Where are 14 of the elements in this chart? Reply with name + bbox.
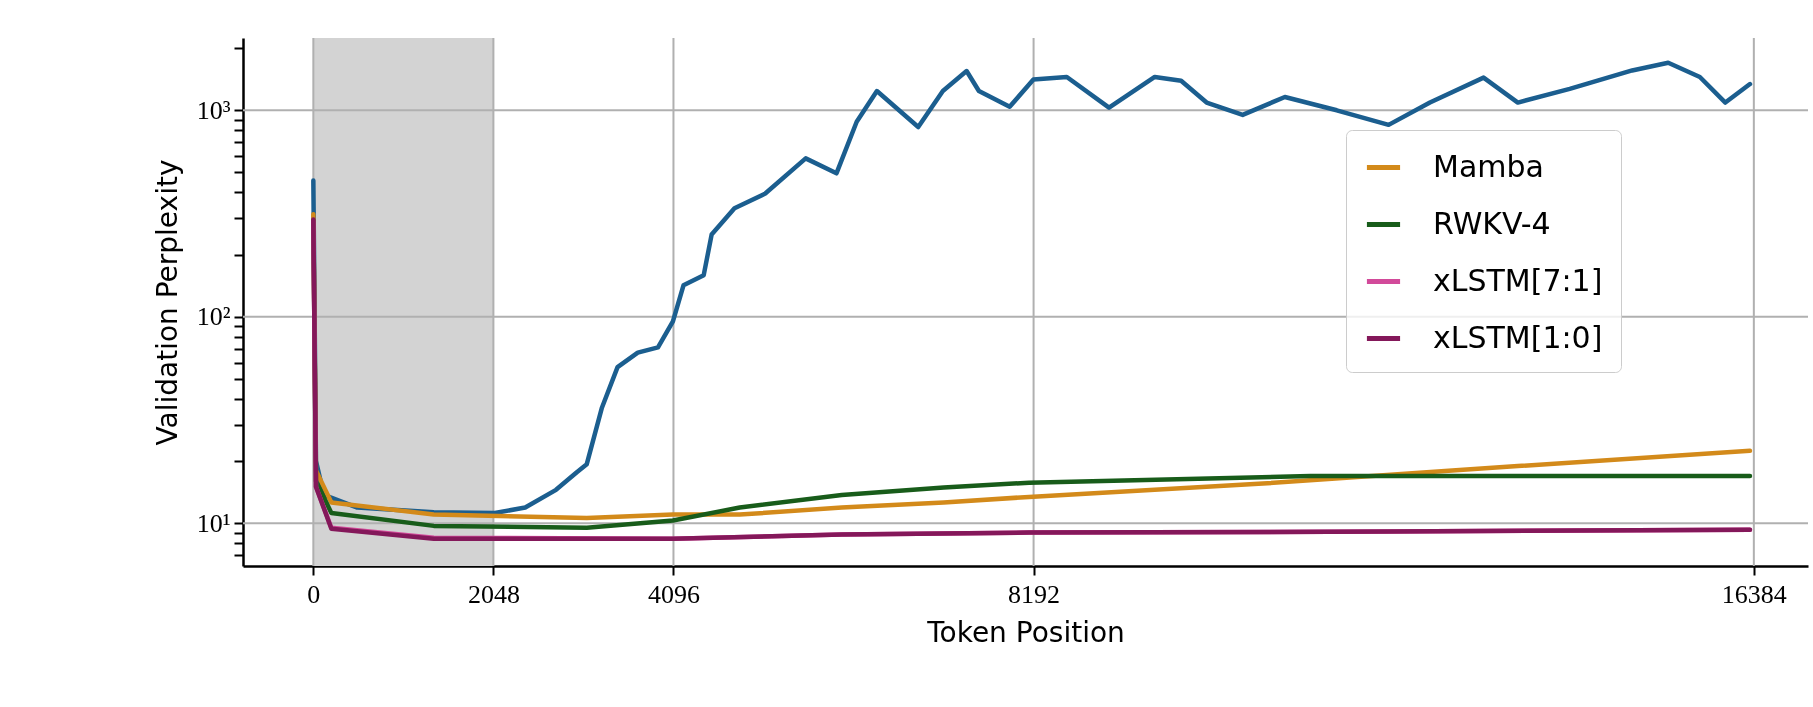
x-tick-label: 4096 [647,579,700,609]
legend-label: xLSTM[7:1] [1433,262,1603,298]
x-axis-title: Token Position [926,615,1125,649]
x-tick-label: 0 [307,579,321,609]
legend-label: Mamba [1433,148,1544,184]
y-axis-title: Validation Perplexity [150,159,184,446]
y-tick-label: 10³ [196,95,231,125]
legend-label: RWKV-4 [1433,205,1551,241]
x-tick-label: 16384 [1721,579,1787,609]
x-tick-label: 2048 [467,579,520,609]
y-tick-label: 10¹ [196,508,231,538]
x-tick-label: 8192 [1008,579,1061,609]
legend-label: xLSTM[1:0] [1433,319,1603,355]
y-tick-label: 10² [196,302,231,332]
